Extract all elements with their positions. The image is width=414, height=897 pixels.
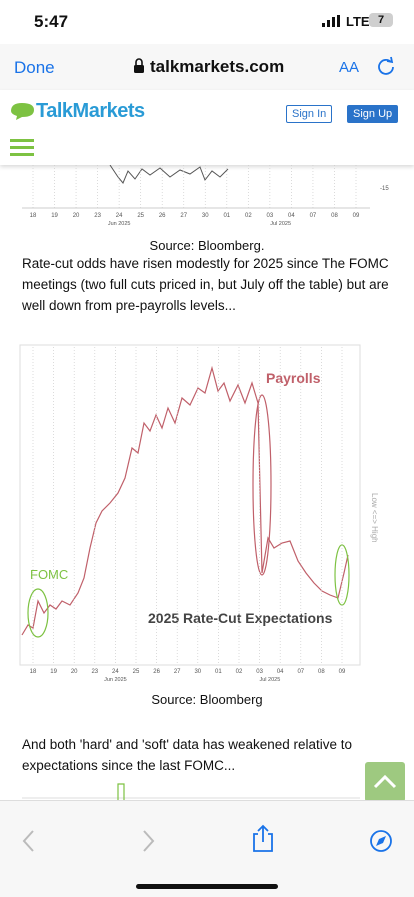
x-tick-label: 09	[339, 669, 346, 675]
chart-image-top: 18 19 20 23 24 25 26 27 30 01 02 03 04 07 08 09 Jun 2025…	[22, 165, 389, 227]
time: 5:47	[34, 12, 69, 31]
x-tick-label: 24	[116, 213, 123, 219]
browser-bar: Done talkmarkets.com AA	[0, 44, 414, 91]
sign-in-button[interactable]: Sign In	[286, 105, 333, 123]
x-tick-label: 19	[50, 669, 57, 675]
x-tick-label: 26	[153, 669, 160, 675]
x-tick-label: 18	[30, 669, 37, 675]
x-tick-label: 27	[174, 669, 181, 675]
month-label: Jul 2025	[270, 221, 291, 227]
x-tick-label: 25	[137, 213, 144, 219]
month-label: Jun 2025	[104, 677, 127, 683]
chart-image-bottom	[22, 783, 360, 800]
battery: 7	[369, 13, 393, 27]
reload-button[interactable]	[376, 56, 396, 76]
x-tick-label: 02	[245, 213, 252, 219]
x-tick-label: 04	[277, 669, 284, 675]
back-button[interactable]	[22, 830, 34, 852]
x-tick-label: 09	[353, 213, 360, 219]
logo[interactable]: TalkMarkets	[36, 100, 145, 122]
share-button[interactable]	[253, 824, 273, 852]
annotation: Payrolls	[266, 370, 321, 386]
paragraph: Rate-cut odds have risen modestly for 20…	[22, 256, 389, 313]
safari-button[interactable]	[370, 830, 392, 852]
axis-label: -15	[380, 186, 389, 192]
month-label: Jul 2025	[260, 677, 281, 683]
paragraph: And both 'hard' and 'soft' data has weak…	[22, 737, 353, 773]
network: LTE	[346, 14, 370, 29]
signal	[322, 15, 340, 27]
x-tick-label: 20	[71, 669, 78, 675]
x-tick-label: 25	[133, 669, 140, 675]
x-tick-label: 18	[30, 213, 37, 219]
x-tick-label: 08	[318, 669, 325, 675]
x-tick-label: 07	[297, 669, 304, 675]
x-tick-label: 27	[180, 213, 187, 219]
x-tick-label: 30	[194, 669, 201, 675]
x-tick-label: 20	[73, 213, 80, 219]
x-tick-label: 03	[256, 669, 263, 675]
x-tick-label: 01	[223, 213, 230, 219]
x-tick-label: 26	[159, 213, 166, 219]
month-label: Jun 2025	[108, 221, 131, 227]
x-tick-label: 23	[91, 669, 98, 675]
x-tick-label: 04	[288, 213, 295, 219]
logo-icon	[11, 103, 34, 120]
text-size-button[interactable]: AA	[339, 59, 360, 76]
url[interactable]: talkmarkets.com	[150, 57, 285, 76]
x-tick-label: 07	[310, 213, 317, 219]
site-header: TalkMarkets Sign In Sign Up	[0, 90, 414, 165]
menu-button[interactable]	[10, 138, 34, 156]
x-tick-label: 08	[331, 213, 338, 219]
x-tick-label: 02	[236, 669, 243, 675]
x-tick-label: 24	[112, 669, 119, 675]
x-tick-label: 01	[215, 669, 222, 675]
caption: Source: Bloomberg	[151, 692, 263, 707]
sign-up-button[interactable]: Sign Up	[347, 105, 399, 123]
forward-button[interactable]	[143, 830, 155, 852]
x-tick-label: 30	[202, 213, 209, 219]
scroll-top-button[interactable]	[365, 762, 405, 802]
chart-title: 2025 Rate-Cut Expectations	[148, 610, 333, 626]
browser-toolbar	[0, 800, 414, 897]
chart-image: FOMC Payrolls 2025 Rate-Cut Expectations…	[19, 344, 379, 683]
annotation: FOMC	[30, 567, 68, 582]
home-indicator	[136, 884, 278, 889]
x-tick-label: 23	[94, 213, 101, 219]
caption: Source: Bloomberg.	[149, 238, 265, 253]
x-tick-label: 19	[51, 213, 58, 219]
lock-icon	[134, 58, 144, 73]
done-button[interactable]: Done	[14, 58, 55, 77]
side-label: Low <=> High	[370, 493, 379, 543]
toolbar-icons	[22, 824, 392, 889]
x-tick-label: 03	[267, 213, 274, 219]
